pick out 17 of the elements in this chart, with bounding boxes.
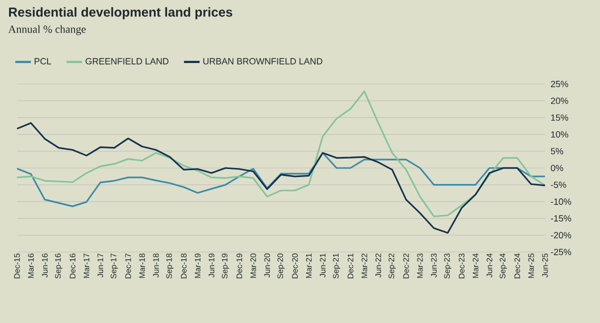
y-tick-label: 20% xyxy=(550,98,568,104)
y-tick-label: 15% xyxy=(551,114,568,121)
chart-subtitle: Annual % change xyxy=(8,25,86,36)
legend-label: GREENFIELD LAND xyxy=(86,58,168,64)
line-series xyxy=(16,122,546,234)
y-tick-label: 0% xyxy=(550,164,564,172)
y-tick-label: 5% xyxy=(550,148,564,154)
y-tick-label: 25% xyxy=(550,80,568,88)
chart-title: Residential development land prices xyxy=(9,7,232,20)
y-tick-label: -10% xyxy=(550,198,572,205)
y-tick-label: 10% xyxy=(551,131,568,138)
legend-label: URBAN BROWNFIELD LAND xyxy=(203,58,322,64)
y-tick-label: -15% xyxy=(550,215,572,222)
y-tick-label: -5% xyxy=(550,182,566,188)
legend-label: PCL xyxy=(34,58,52,64)
y-tick-label: -25% xyxy=(550,248,572,256)
y-tick-label: -20% xyxy=(550,232,572,238)
